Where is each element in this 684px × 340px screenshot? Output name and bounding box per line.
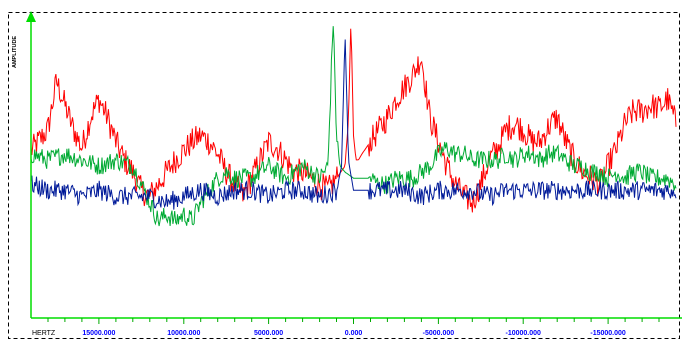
x-tick-label: 10000.000 [167,330,200,337]
x-tick-label: 5000.000 [254,330,283,337]
y-axis-arrow-icon [26,11,36,22]
series-line-2 [30,26,677,227]
x-tick-label: -15000.000 [590,330,626,337]
outer-frame [8,12,680,339]
x-axis-unit-label: HERTZ [32,330,56,337]
y-axis-title: AMPLITUDE [12,36,18,68]
x-tick-layer: 15000.000 10000.000 5000.000 0.000 -5000.000… [47,318,660,337]
series-line-3 [30,39,677,210]
x-tick-label: -5000.000 [423,330,455,337]
series-line-1 [30,28,677,213]
x-tick-label: 15000.000 [82,330,115,337]
x-tick-label: -10000.000 [505,330,541,337]
series-layer [30,26,677,227]
x-tick-label: 0.000 [345,330,363,337]
